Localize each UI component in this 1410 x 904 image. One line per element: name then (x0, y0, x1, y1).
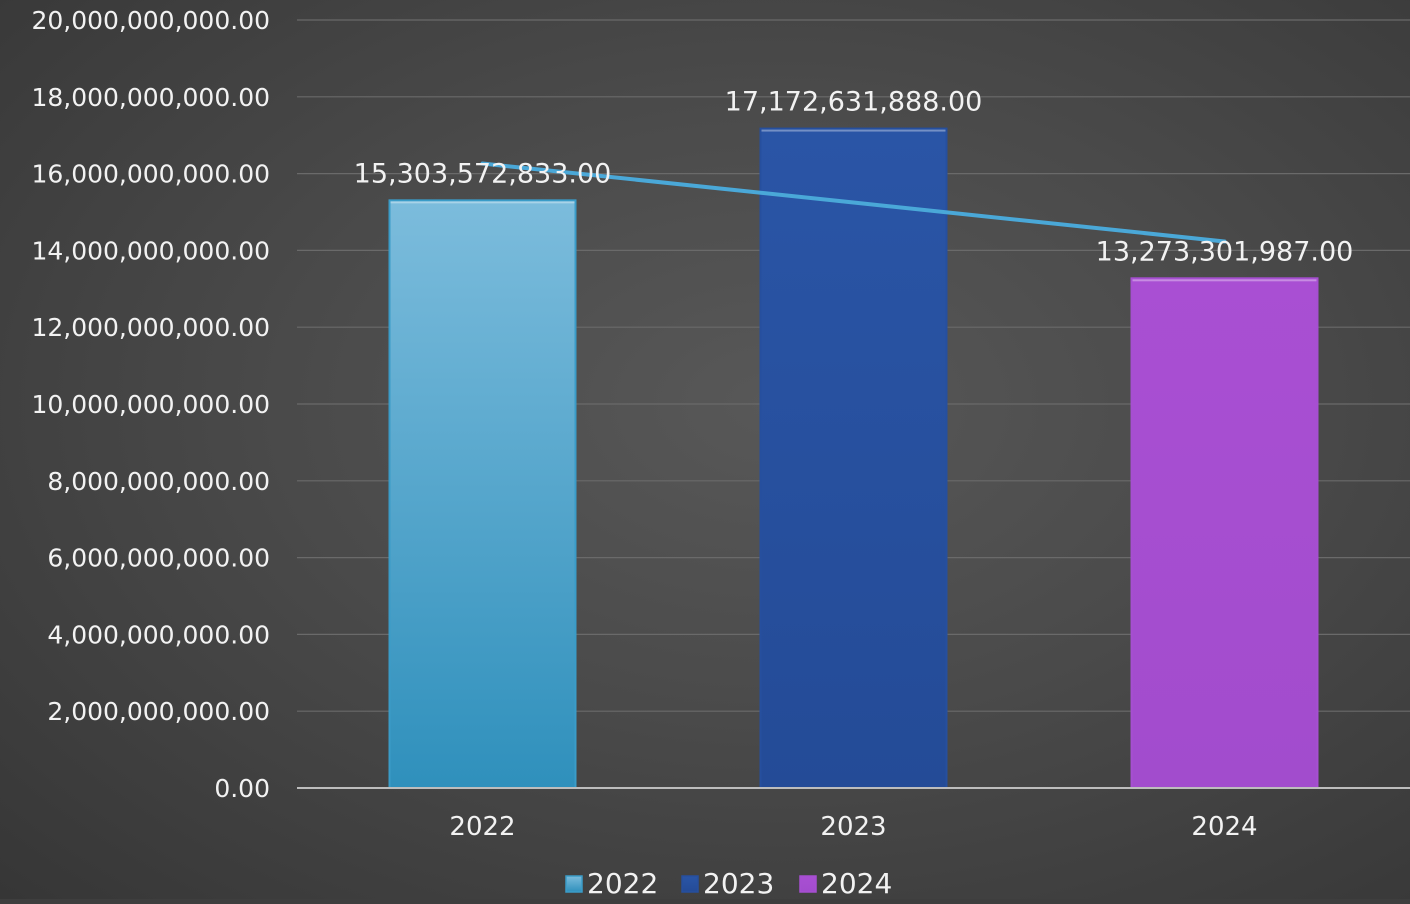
legend: 2022 2023 2024 (565, 867, 892, 900)
y-tick-label: 14,000,000,000.00 (31, 236, 270, 265)
y-tick-label: 10,000,000,000.00 (31, 390, 270, 419)
y-tick-label: 18,000,000,000.00 (31, 83, 270, 112)
bar-2024 (1130, 277, 1319, 789)
y-tick-label: 6,000,000,000.00 (47, 544, 270, 573)
y-axis-tick-labels: 0.00 2,000,000,000.00 4,000,000,000.00 6,00… (31, 6, 270, 803)
x-axis-tick-labels: 2022 2023 2024 (449, 812, 1257, 842)
data-label: 15,303,572,833.00 (354, 158, 612, 189)
legend-item-2022: 2022 (565, 867, 658, 900)
y-tick-label: 20,000,000,000.00 (31, 6, 270, 35)
legend-label: 2022 (587, 867, 658, 899)
trendline-path (480, 161, 1227, 244)
y-tick-label: 4,000,000,000.00 (47, 620, 270, 649)
legend-swatch (681, 875, 699, 893)
legend-swatch (565, 875, 583, 893)
y-tick-label: 2,000,000,000.00 (47, 697, 270, 726)
x-tick-label: 2022 (449, 812, 515, 842)
bar-highlight (761, 129, 946, 132)
y-tick-label: 8,000,000,000.00 (47, 467, 270, 496)
legend-item-2023: 2023 (681, 867, 774, 900)
legend-item-2024: 2024 (799, 867, 892, 900)
y-tick-label: 16,000,000,000.00 (31, 160, 270, 189)
bar-2022 (388, 199, 577, 790)
trendline (480, 161, 1227, 244)
y-tick-label: 12,000,000,000.00 (31, 313, 270, 342)
legend-label: 2024 (821, 867, 892, 899)
bar-highlight (1132, 279, 1317, 282)
data-label: 13,273,301,987.00 (1096, 236, 1354, 267)
bar-highlight (390, 201, 575, 204)
legend-label: 2023 (703, 867, 774, 899)
bar-2023 (759, 127, 948, 790)
data-label: 17,172,631,888.00 (725, 87, 983, 118)
y-tick-label: 0.00 (214, 774, 270, 803)
bars (388, 127, 1319, 790)
x-tick-label: 2023 (820, 812, 886, 842)
legend-swatch (799, 875, 817, 893)
x-tick-label: 2024 (1191, 812, 1257, 842)
data-labels: 15,303,572,833.00 17,172,631,888.00 13,273… (354, 87, 1354, 268)
